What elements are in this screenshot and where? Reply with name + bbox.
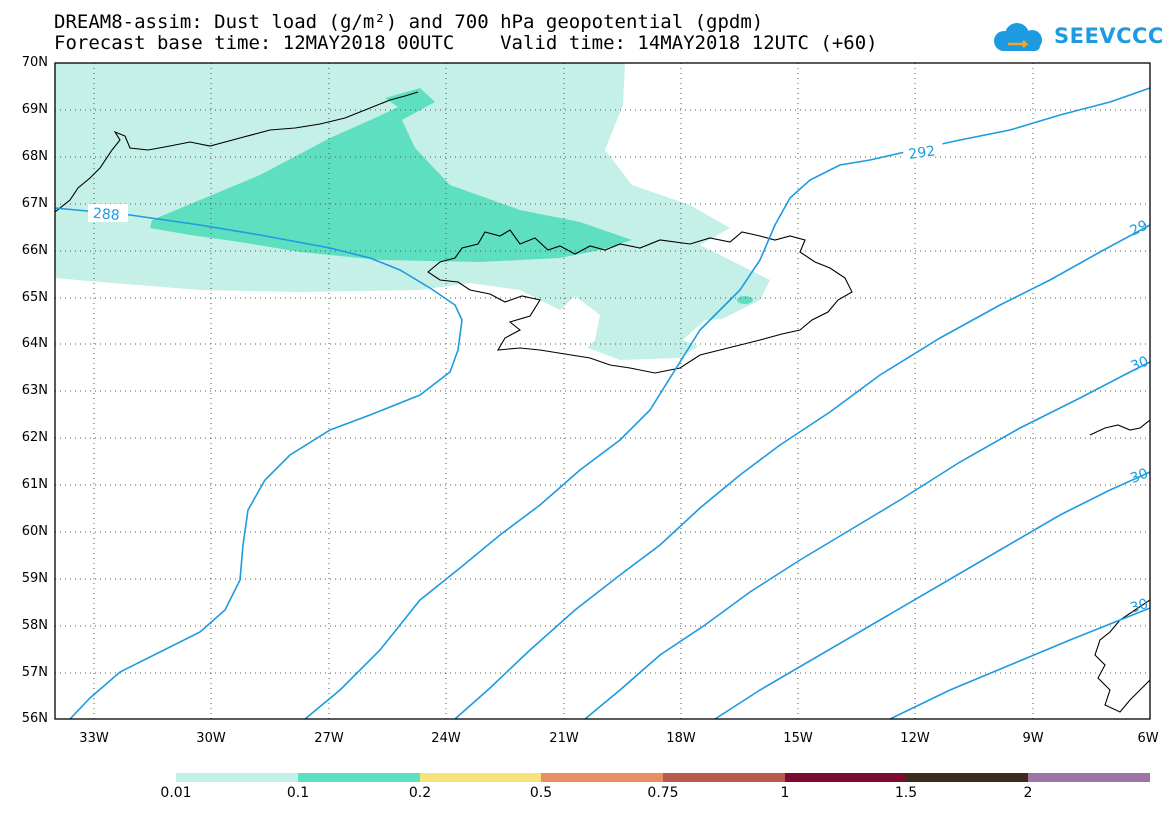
colorbar-label: 2 bbox=[1023, 785, 1033, 801]
cloud-icon bbox=[994, 23, 1042, 51]
lat-label: 67N bbox=[21, 196, 48, 211]
lat-label: 62N bbox=[21, 430, 48, 445]
clear-area bbox=[683, 318, 770, 352]
lat-label: 61N bbox=[21, 477, 48, 492]
contour-308 bbox=[889, 607, 1150, 719]
contour-label: 30 bbox=[1128, 466, 1151, 488]
lon-label: 12W bbox=[900, 731, 930, 746]
contour-292-a bbox=[304, 87, 1150, 719]
colorbar-swatch bbox=[785, 773, 906, 782]
colorbar-label: 0.01 bbox=[160, 785, 192, 801]
colorbar-label: 0.75 bbox=[647, 785, 679, 801]
contour-label: 292 bbox=[908, 143, 937, 163]
lat-label: 69N bbox=[21, 102, 48, 117]
lat-label: 70N bbox=[21, 55, 48, 70]
colorbar-label: 1.5 bbox=[894, 785, 918, 801]
scotland-coastline bbox=[1094, 599, 1150, 713]
clear-area bbox=[555, 296, 600, 355]
colorbar bbox=[176, 773, 1150, 782]
contour-label: 288 bbox=[92, 206, 120, 224]
lon-label: 33W bbox=[79, 731, 109, 746]
colorbar-label: 0.2 bbox=[408, 785, 432, 801]
contour-296 bbox=[454, 224, 1150, 719]
map-title: DREAM8-assim: Dust load (g/m²) and 700 h… bbox=[54, 11, 764, 33]
colorbar-swatch bbox=[1028, 773, 1150, 782]
lat-label: 60N bbox=[21, 524, 48, 539]
lon-label: 15W bbox=[783, 731, 813, 746]
lat-label: 63N bbox=[21, 383, 48, 398]
colorbar-swatch bbox=[663, 773, 785, 782]
lon-label: 9W bbox=[1022, 731, 1044, 746]
map-subtitle: Forecast base time: 12MAY2018 00UTC Vali… bbox=[54, 32, 878, 54]
contour-label: 30 bbox=[1128, 596, 1150, 617]
colorbar-label: 1 bbox=[780, 785, 790, 801]
colorbar-swatch bbox=[298, 773, 420, 782]
lat-label: 65N bbox=[21, 290, 48, 305]
colorbar-swatch bbox=[176, 773, 298, 782]
colorbar-swatch bbox=[541, 773, 663, 782]
lat-label: 68N bbox=[21, 149, 48, 164]
lon-label: 21W bbox=[549, 731, 579, 746]
contour-288 bbox=[55, 207, 463, 719]
contour-304 bbox=[714, 471, 1150, 719]
lat-label: 56N bbox=[21, 711, 48, 726]
lon-label: 30W bbox=[196, 731, 226, 746]
lat-label: 66N bbox=[21, 243, 48, 258]
lon-label: 24W bbox=[431, 731, 461, 746]
lat-label: 59N bbox=[21, 571, 48, 586]
lon-label: 6W bbox=[1137, 731, 1159, 746]
contour-300 bbox=[584, 361, 1150, 719]
colorbar-swatch bbox=[420, 773, 541, 782]
map-frame bbox=[54, 62, 1151, 720]
colorbar-label: 0.5 bbox=[529, 785, 553, 801]
lat-label: 57N bbox=[21, 665, 48, 680]
lat-label: 58N bbox=[21, 618, 48, 633]
colorbar-swatch bbox=[906, 773, 1028, 782]
greenland-coastline bbox=[55, 91, 419, 213]
lon-label: 18W bbox=[666, 731, 696, 746]
colorbar-label: 0.1 bbox=[286, 785, 310, 801]
logo-text: SEEVCCC bbox=[1054, 24, 1164, 48]
contour-label: 30 bbox=[1128, 354, 1151, 376]
logo bbox=[994, 23, 1042, 51]
iceland-coastline bbox=[427, 229, 853, 374]
dust-spot bbox=[737, 296, 753, 304]
lat-label: 64N bbox=[21, 336, 48, 351]
faroe-coastline bbox=[1089, 419, 1150, 436]
dust-area-medium bbox=[150, 88, 632, 262]
contour-label: 29 bbox=[1128, 217, 1151, 239]
lon-label: 27W bbox=[314, 731, 344, 746]
